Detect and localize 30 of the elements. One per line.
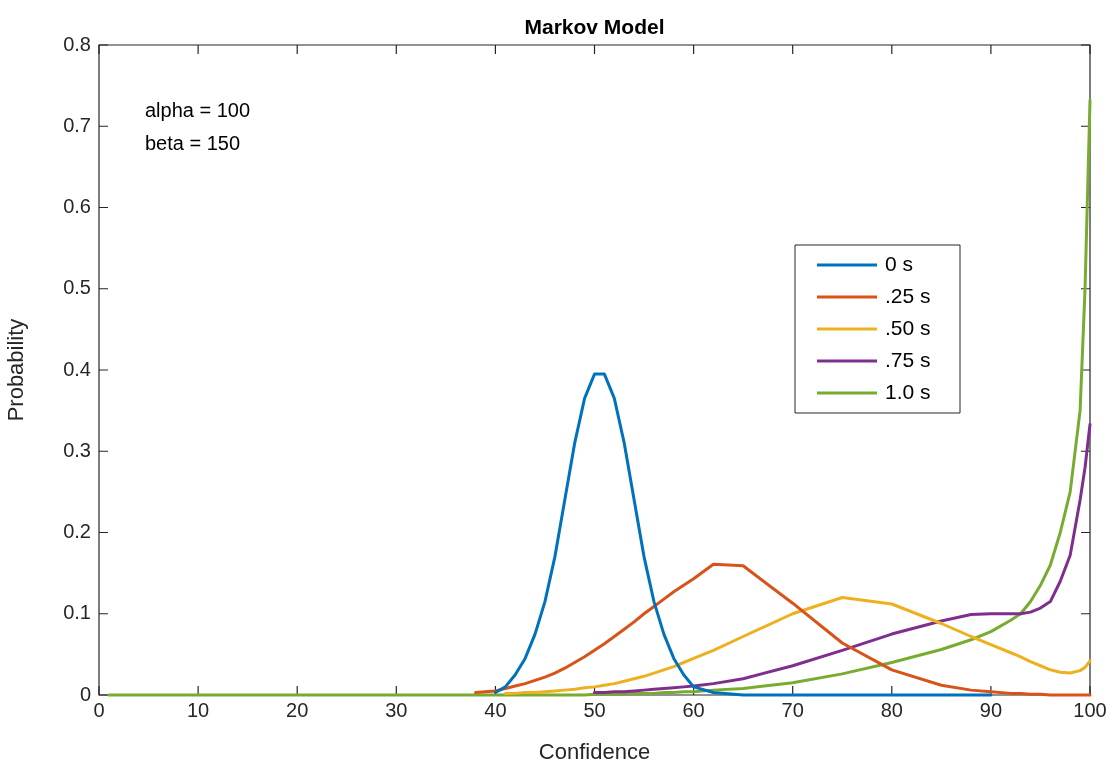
- x-tick-label: 60: [682, 698, 705, 721]
- annotation: alpha = 100: [145, 98, 251, 121]
- x-tick-label: 100: [1073, 698, 1107, 721]
- y-axis-title: Probability: [3, 318, 29, 422]
- annotation: beta = 150: [145, 131, 241, 154]
- legend-label: .50 s: [885, 315, 931, 339]
- x-tick-label: 90: [979, 698, 1003, 721]
- legend-label: .25 s: [885, 283, 931, 307]
- x-tick-label: 10: [186, 698, 210, 721]
- y-tick-label: 0.8: [63, 32, 91, 55]
- x-tick-label: 50: [583, 698, 606, 721]
- x-tick-label: 30: [385, 698, 408, 721]
- legend-label: .75 s: [885, 347, 931, 371]
- x-tick-label: 70: [781, 698, 804, 721]
- y-tick-label: 0.5: [63, 276, 91, 299]
- y-tick-label: 0.6: [63, 195, 91, 218]
- y-tick-label: 0.7: [63, 113, 91, 136]
- x-tick-label: 0: [93, 698, 105, 721]
- y-tick-label: 0.2: [63, 520, 91, 543]
- y-tick-label: 0: [79, 682, 91, 705]
- x-tick-label: 80: [880, 698, 903, 721]
- legend-label: 0 s: [885, 251, 914, 275]
- y-tick-label: 0.4: [63, 357, 91, 380]
- y-tick-label: 0.3: [63, 438, 91, 461]
- x-axis-title: Confidence: [538, 738, 651, 764]
- legend-label: 1.0 s: [885, 379, 931, 403]
- x-tick-label: 20: [286, 698, 309, 721]
- x-tick-label: 40: [484, 698, 507, 721]
- chart-title: Markov Model: [524, 15, 665, 39]
- y-tick-label: 0.1: [63, 601, 91, 624]
